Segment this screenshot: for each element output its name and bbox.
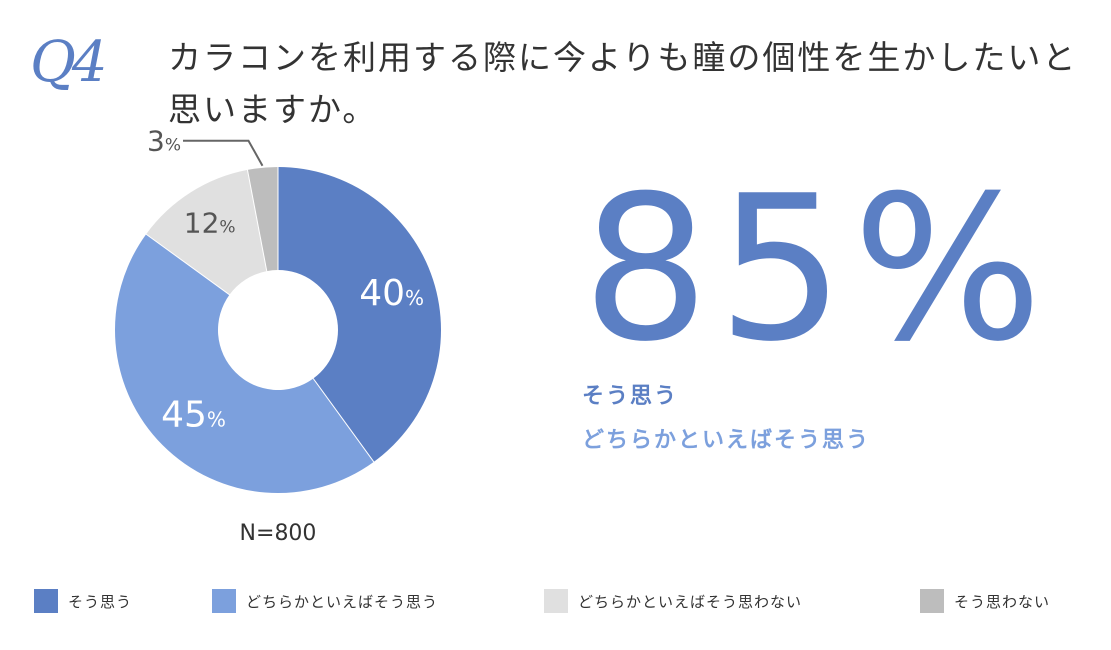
slice-no xyxy=(247,167,278,272)
highlight-percent: 85% xyxy=(582,153,1051,386)
sample-size: N=800 xyxy=(240,521,317,546)
question-text: カラコンを利用する際に今よりも瞳の個性を生かしたいと思いますか。 xyxy=(168,38,1078,129)
legend-item-yes: そう思う xyxy=(34,589,132,613)
slice-separator xyxy=(246,168,268,273)
highlight-label-somewhat-yes: どちらかといえばそう思う xyxy=(582,428,871,453)
highlight-label-yes: そう思う xyxy=(582,384,679,409)
legend-label-somewhat-no: どちらかといえばそう思わない xyxy=(578,592,803,611)
legend-label-no: そう思わない xyxy=(954,592,1051,611)
slice-somewhat-no xyxy=(146,169,267,295)
slice-separator xyxy=(312,377,375,463)
slice-yes xyxy=(278,167,441,462)
legend-label-yes: そう思う xyxy=(68,592,133,611)
legend: そう思う どちらかといえばそう思う どちらかといえばそう思わない そう思わない xyxy=(34,589,1094,615)
slice-separator xyxy=(145,233,231,296)
label-yes: 40% xyxy=(359,273,424,314)
legend-swatch-yes xyxy=(34,589,58,613)
legend-label-somewhat-yes: どちらかといえばそう思う xyxy=(246,592,439,611)
leader-line-no xyxy=(183,139,264,167)
label-no: 3% xyxy=(147,125,181,158)
donut-chart: 40% 45% 12% 3% N=800 xyxy=(114,125,441,546)
legend-item-somewhat-yes: どちらかといえばそう思う xyxy=(212,589,438,613)
q4-badge: Q4 xyxy=(30,30,108,95)
legend-swatch-somewhat-yes xyxy=(212,589,236,613)
legend-swatch-somewhat-no xyxy=(544,589,568,613)
legend-item-no: そう思わない xyxy=(920,589,1050,613)
legend-swatch-no xyxy=(920,589,944,613)
label-somewhat-no: 12% xyxy=(184,206,236,239)
slice-somewhat-yes xyxy=(114,234,374,493)
legend-item-somewhat-no: どちらかといえばそう思わない xyxy=(544,589,802,613)
label-somewhat-yes: 45% xyxy=(161,394,226,435)
